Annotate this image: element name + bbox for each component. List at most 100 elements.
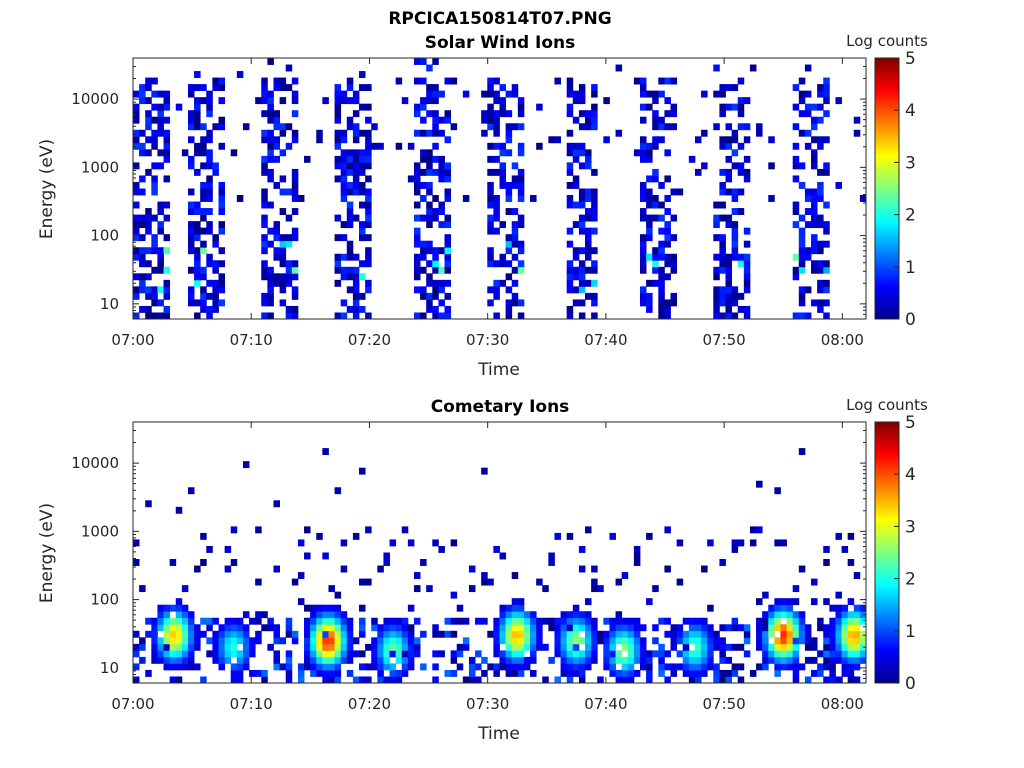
- heatmap-cell: [145, 97, 152, 105]
- colorbar-tick-label: 0: [905, 310, 916, 330]
- heatmap-cell: [658, 116, 665, 124]
- heatmap-cell: [517, 669, 525, 677]
- heatmap-cell: [175, 637, 183, 645]
- heatmap-cell: [334, 637, 342, 645]
- heatmap-cell: [200, 299, 207, 307]
- heatmap-cell: [322, 676, 329, 684]
- heatmap-cell: [359, 103, 366, 111]
- heatmap-cell: [811, 266, 818, 274]
- heatmap-cell: [273, 624, 280, 632]
- heatmap-cell: [786, 656, 794, 664]
- heatmap-cell: [389, 643, 397, 651]
- heatmap-cell: [823, 663, 830, 671]
- heatmap-cell: [823, 90, 830, 98]
- heatmap-cell: [639, 260, 647, 268]
- heatmap-cell: [578, 162, 586, 170]
- heatmap-cell: [811, 240, 818, 248]
- heatmap-cell: [743, 286, 751, 294]
- heatmap-cell: [279, 97, 287, 105]
- heatmap-cell: [316, 611, 323, 619]
- heatmap-cell: [322, 611, 329, 619]
- heatmap-cell: [664, 77, 671, 85]
- heatmap-cell: [859, 650, 867, 658]
- heatmap-cell: [438, 175, 445, 183]
- heatmap-cell: [591, 103, 598, 111]
- heatmap-cell: [817, 116, 824, 124]
- heatmap-cell: [279, 175, 287, 183]
- heatmap-cell: [139, 84, 146, 92]
- heatmap-cell: [187, 617, 195, 625]
- heatmap-cell: [334, 266, 342, 274]
- heatmap-cell: [701, 162, 708, 170]
- heatmap-cell: [774, 487, 781, 495]
- heatmap-cell: [212, 630, 219, 638]
- heatmap-cell: [133, 188, 140, 196]
- heatmap-cell: [670, 669, 678, 677]
- heatmap-cell: [334, 84, 342, 92]
- heatmap-cell: [639, 292, 647, 300]
- heatmap-cell: [713, 676, 720, 684]
- heatmap-cell: [505, 273, 513, 281]
- heatmap-cell: [823, 650, 830, 658]
- heatmap-cell: [371, 650, 378, 658]
- heatmap-cell: [206, 103, 213, 111]
- heatmap-cell: [725, 84, 733, 92]
- heatmap-cell: [224, 565, 232, 573]
- heatmap-cell: [328, 669, 335, 677]
- heatmap-cell: [811, 103, 818, 111]
- heatmap-cell: [658, 227, 665, 235]
- heatmap-cell: [359, 234, 366, 242]
- heatmap-cell: [847, 656, 855, 664]
- heatmap-cell: [413, 617, 421, 625]
- heatmap-cell: [792, 123, 800, 131]
- heatmap-cell: [572, 155, 580, 163]
- heatmap-cell: [536, 142, 543, 150]
- heatmap-cell: [450, 539, 458, 547]
- heatmap-cell: [841, 611, 849, 619]
- heatmap-cell: [328, 663, 335, 671]
- heatmap-cell: [346, 201, 354, 209]
- heatmap-cell: [200, 195, 207, 202]
- heatmap-cell: [536, 630, 543, 638]
- heatmap-cell: [609, 650, 616, 658]
- heatmap-cell: [249, 643, 256, 651]
- heatmap-cell: [163, 214, 171, 222]
- heatmap-cell: [187, 247, 195, 255]
- heatmap-cell: [676, 650, 684, 658]
- heatmap-cell: [597, 637, 604, 645]
- heatmap-cell: [175, 650, 183, 658]
- heatmap-cell: [432, 142, 439, 150]
- heatmap-cell: [334, 617, 342, 625]
- heatmap-cell: [187, 650, 195, 658]
- heatmap-cell: [804, 286, 812, 294]
- heatmap-cell: [218, 195, 226, 202]
- heatmap-cell: [273, 116, 280, 124]
- heatmap-cell: [285, 630, 293, 638]
- heatmap-cell: [505, 188, 513, 196]
- heatmap-cell: [749, 539, 757, 547]
- heatmap-cell: [261, 624, 268, 632]
- heatmap-cell: [511, 663, 519, 671]
- heatmap-cell: [133, 162, 140, 170]
- heatmap-cell: [487, 214, 494, 222]
- heatmap-cell: [725, 214, 733, 222]
- heatmap-cell: [823, 77, 830, 85]
- heatmap-cell: [194, 208, 201, 215]
- heatmap-cell: [187, 292, 195, 300]
- heatmap-cell: [163, 129, 171, 137]
- heatmap-cell: [468, 669, 476, 677]
- heatmap-cell: [762, 630, 769, 638]
- heatmap-cell: [426, 84, 433, 92]
- heatmap-cell: [572, 669, 580, 677]
- heatmap-cell: [481, 656, 488, 664]
- heatmap-cell: [829, 656, 836, 664]
- heatmap-cell: [450, 669, 458, 677]
- heatmap-cell: [242, 663, 250, 671]
- heatmap-cell: [340, 266, 348, 274]
- heatmap-cell: [432, 292, 439, 300]
- heatmap-cell: [853, 656, 861, 664]
- heatmap-cell: [743, 650, 751, 658]
- heatmap-cell: [139, 643, 146, 651]
- heatmap-cell: [578, 97, 586, 105]
- heatmap-cell: [242, 656, 250, 664]
